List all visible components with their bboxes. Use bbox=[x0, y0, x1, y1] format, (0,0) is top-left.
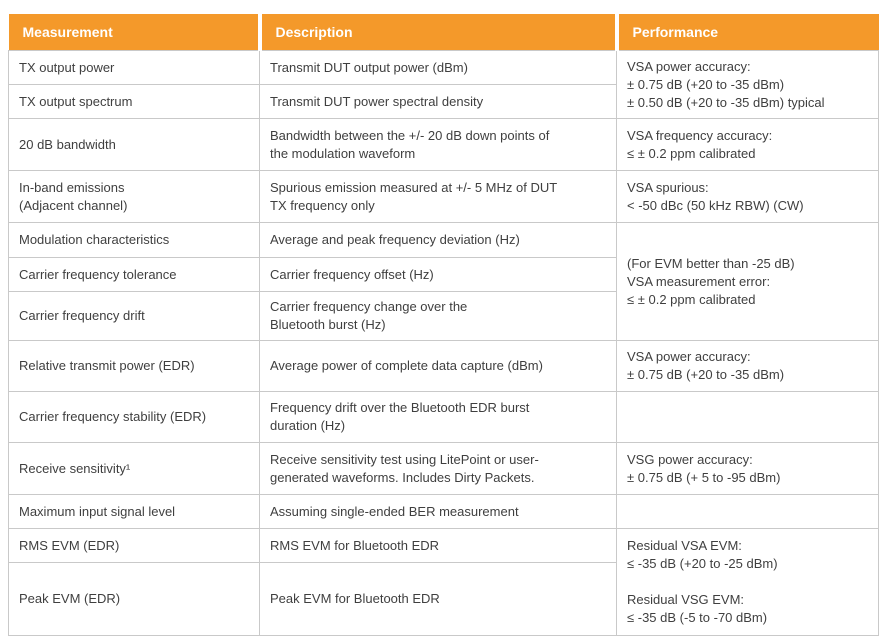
table-row: In-band emissions (Adjacent channel) Spu… bbox=[8, 170, 879, 223]
table-row: Carrier frequency drift Carrier frequenc… bbox=[8, 291, 879, 341]
description-cell: Assuming single-ended BER measurement bbox=[259, 494, 617, 529]
measurement-cell: Maximum input signal level bbox=[8, 494, 260, 529]
measurement-cell: 20 dB bandwidth bbox=[8, 118, 260, 171]
measurement-cell: TX output spectrum bbox=[8, 84, 260, 119]
table-row: 20 dB bandwidth Bandwidth between the +/… bbox=[8, 118, 879, 171]
measurement-cell: Carrier frequency drift bbox=[8, 291, 260, 341]
performance-cell bbox=[616, 494, 879, 529]
measurement-cell: Carrier frequency stability (EDR) bbox=[8, 391, 260, 443]
performance-cell: (For EVM better than -25 dB) VSA measure… bbox=[616, 222, 879, 341]
measurement-cell: TX output power bbox=[8, 50, 260, 85]
description-cell: Average power of complete data capture (… bbox=[259, 340, 617, 392]
column-header-measurement: Measurement bbox=[8, 14, 260, 51]
performance-cell: VSG power accuracy: ± 0.75 dB (+ 5 to -9… bbox=[616, 442, 879, 495]
table-row: TX output spectrum Transmit DUT power sp… bbox=[8, 84, 879, 119]
measurement-cell: Carrier frequency tolerance bbox=[8, 257, 260, 292]
description-cell: Carrier frequency offset (Hz) bbox=[259, 257, 617, 292]
table-row: Peak EVM (EDR) Peak EVM for Bluetooth ED… bbox=[8, 562, 879, 636]
performance-cell: VSA spurious: < -50 dBc (50 kHz RBW) (CW… bbox=[616, 170, 879, 223]
description-cell: Average and peak frequency deviation (Hz… bbox=[259, 222, 617, 258]
measurement-cell: Peak EVM (EDR) bbox=[8, 562, 260, 636]
table-row: Maximum input signal level Assuming sing… bbox=[8, 494, 879, 529]
description-cell: Transmit DUT output power (dBm) bbox=[259, 50, 617, 85]
measurement-cell: RMS EVM (EDR) bbox=[8, 528, 260, 563]
performance-cell: VSA power accuracy: ± 0.75 dB (+20 to -3… bbox=[616, 50, 879, 119]
table-header-row: Measurement Description Performance bbox=[8, 14, 879, 51]
performance-cell bbox=[616, 391, 879, 443]
description-cell: Frequency drift over the Bluetooth EDR b… bbox=[259, 391, 617, 443]
table-row: TX output power Transmit DUT output powe… bbox=[8, 50, 879, 119]
measurement-cell: Receive sensitivity¹ bbox=[8, 442, 260, 495]
description-cell: RMS EVM for Bluetooth EDR bbox=[259, 528, 617, 563]
measurement-spec-table: Measurement Description Performance TX o… bbox=[8, 14, 879, 636]
description-cell: Spurious emission measured at +/- 5 MHz … bbox=[259, 170, 617, 223]
description-cell: Peak EVM for Bluetooth EDR bbox=[259, 562, 617, 636]
table-row: Modulation characteristics Average and p… bbox=[8, 222, 879, 341]
description-cell: Bandwidth between the +/- 20 dB down poi… bbox=[259, 118, 617, 171]
column-header-description: Description bbox=[257, 14, 617, 51]
table-row: Receive sensitivity¹ Receive sensitivity… bbox=[8, 442, 879, 495]
table-row: Carrier frequency tolerance Carrier freq… bbox=[8, 257, 879, 292]
description-cell: Transmit DUT power spectral density bbox=[259, 84, 617, 119]
measurement-cell: In-band emissions (Adjacent channel) bbox=[8, 170, 260, 223]
performance-cell: VSA frequency accuracy: ≤ ± 0.2 ppm cali… bbox=[616, 118, 879, 171]
description-cell: Receive sensitivity test using LitePoint… bbox=[259, 442, 617, 495]
measurement-cell: Relative transmit power (EDR) bbox=[8, 340, 260, 392]
performance-cell: VSA power accuracy: ± 0.75 dB (+20 to -3… bbox=[616, 340, 879, 392]
table-row: Carrier frequency stability (EDR) Freque… bbox=[8, 391, 879, 443]
table-row: RMS EVM (EDR) RMS EVM for Bluetooth EDR … bbox=[8, 528, 879, 636]
table-row: Relative transmit power (EDR) Average po… bbox=[8, 340, 879, 392]
performance-cell: Residual VSA EVM: ≤ -35 dB (+20 to -25 d… bbox=[616, 528, 879, 636]
measurement-cell: Modulation characteristics bbox=[8, 222, 260, 258]
description-cell: Carrier frequency change over the Blueto… bbox=[259, 291, 617, 341]
column-header-performance: Performance bbox=[614, 14, 879, 51]
